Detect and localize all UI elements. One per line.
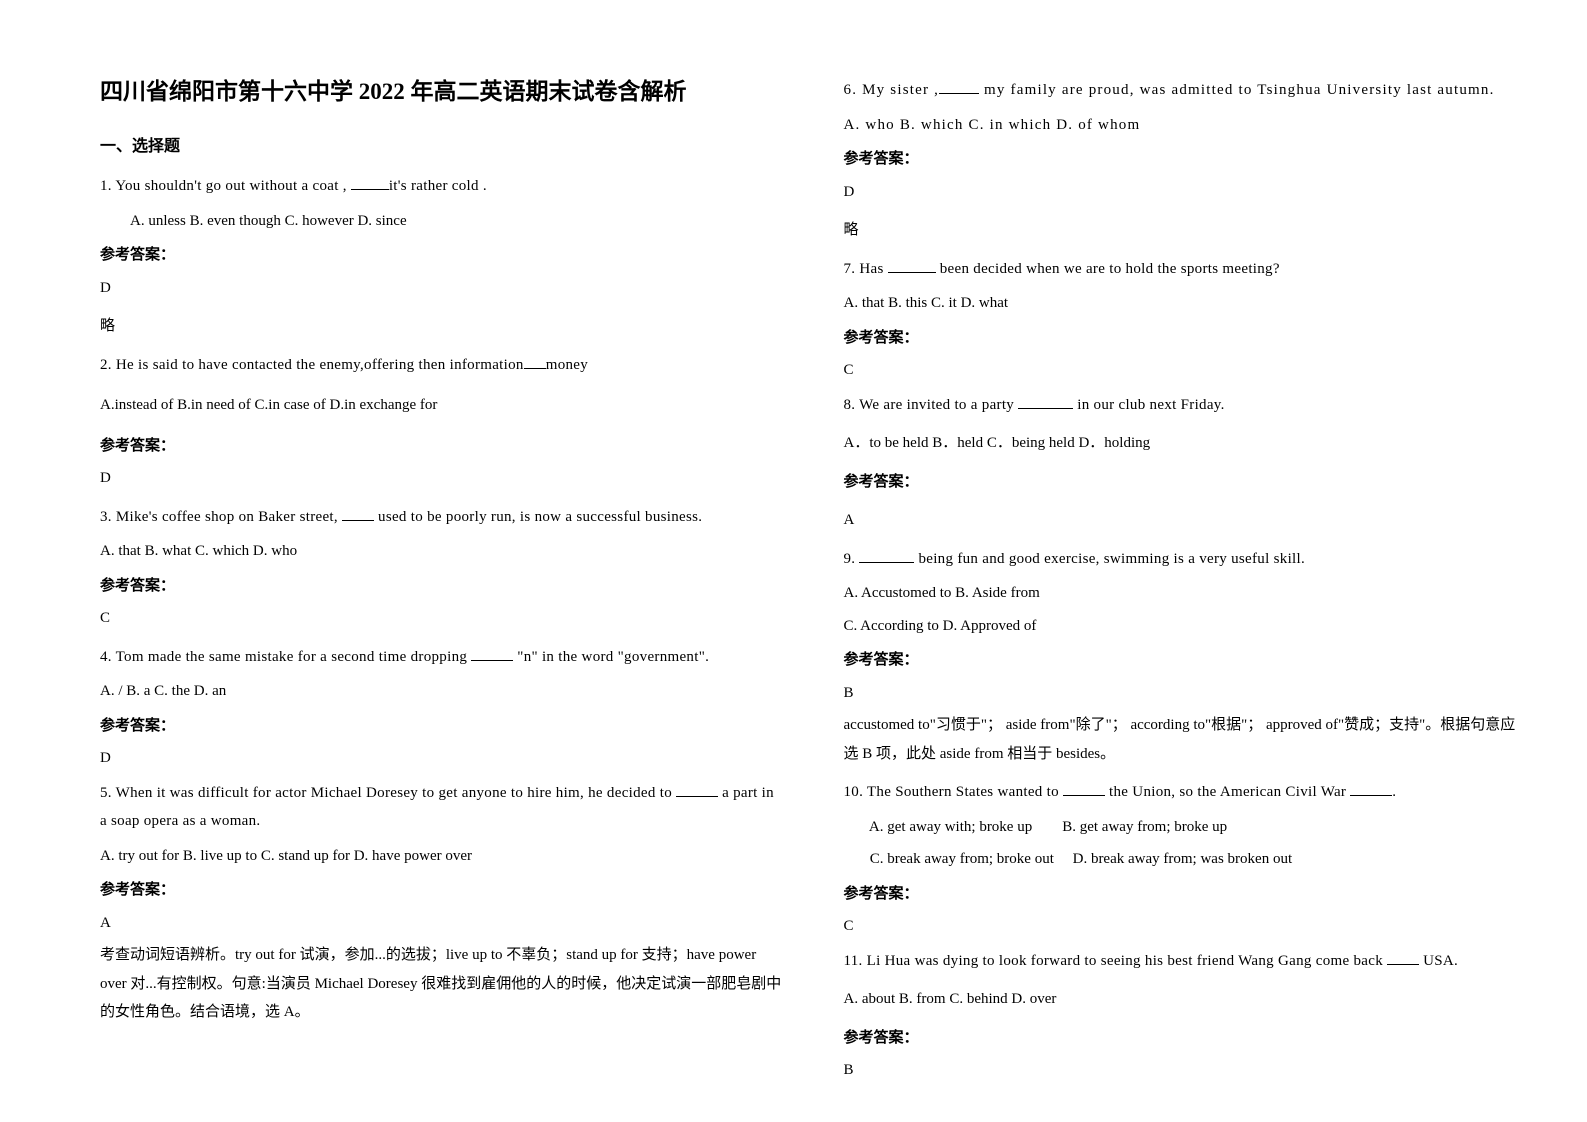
question-5: 5. When it was difficult for actor Micha… <box>100 779 784 836</box>
answer-label: 参考答案： <box>844 145 1528 174</box>
question-7: 7. Has been decided when we are to hold … <box>844 255 1528 284</box>
question-6: 6. My sister , my family are proud, was … <box>844 76 1528 105</box>
q4-answer: D <box>100 744 784 773</box>
q11-stem-a: 11. Li Hua was dying to look forward to … <box>844 953 1388 969</box>
q1-omit: 略 <box>100 312 784 341</box>
answer-label: 参考答案： <box>844 880 1528 909</box>
q6-options: A. who B. which C. in which D. of whom <box>844 111 1528 140</box>
q9-options-b: C. According to D. Approved of <box>844 612 1528 641</box>
left-column: 四川省绵阳市第十六中学 2022 年高二英语期末试卷含解析 一、选择题 1. Y… <box>100 70 814 1082</box>
q9-stem-b: being fun and good exercise, swimming is… <box>914 551 1305 567</box>
answer-label: 参考答案： <box>100 712 784 741</box>
q3-answer: C <box>100 604 784 633</box>
q3-options: A. that B. what C. which D. who <box>100 537 784 566</box>
q7-stem-b: been decided when we are to hold the spo… <box>936 261 1280 277</box>
question-8: 8. We are invited to a party in our club… <box>844 391 1528 420</box>
answer-label: 参考答案： <box>844 324 1528 353</box>
answer-label: 参考答案： <box>100 432 784 461</box>
q1-options: A. unless B. even though C. however D. s… <box>130 207 784 236</box>
q6-answer: D <box>844 178 1528 207</box>
q5-stem-a: 5. When it was difficult for actor Micha… <box>100 785 676 801</box>
q9-answer: B <box>844 679 1528 708</box>
q10-options-a: A. get away with; broke up B. get away f… <box>844 813 1528 842</box>
q7-answer: C <box>844 356 1528 385</box>
q10-options-b: C. break away from; broke out D. break a… <box>844 845 1528 874</box>
blank <box>1063 782 1105 797</box>
blank <box>888 258 936 273</box>
blank <box>676 782 718 797</box>
q8-stem-b: in our club next Friday. <box>1073 397 1225 413</box>
q1-answer: D <box>100 274 784 303</box>
q9-stem-a: 9. <box>844 551 860 567</box>
question-11: 11. Li Hua was dying to look forward to … <box>844 947 1528 976</box>
exam-title: 四川省绵阳市第十六中学 2022 年高二英语期末试卷含解析 <box>100 70 784 114</box>
q10-answer: C <box>844 912 1528 941</box>
q9-explanation: accustomed to"习惯于"； aside from"除了"； acco… <box>844 711 1528 768</box>
q11-stem-b: USA. <box>1419 953 1458 969</box>
q2-stem-b: money <box>546 357 588 373</box>
q2-stem-a: 2. He is said to have contacted the enem… <box>100 357 524 373</box>
question-9: 9. being fun and good exercise, swimming… <box>844 545 1528 574</box>
question-1: 1. You shouldn't go out without a coat ,… <box>100 172 784 201</box>
q6-omit: 略 <box>844 216 1528 245</box>
blank <box>524 354 546 369</box>
answer-label: 参考答案： <box>844 468 1528 497</box>
q5-explanation: 考查动词短语辨析。try out for 试演，参加...的选拔；live up… <box>100 941 784 1027</box>
q5-answer: A <box>100 909 784 938</box>
q4-stem-b: "n" in the word "government". <box>513 649 709 665</box>
answer-label: 参考答案： <box>844 1024 1528 1053</box>
blank <box>1387 950 1419 965</box>
q10-stem-c: . <box>1392 784 1396 800</box>
q2-answer: D <box>100 464 784 493</box>
question-3: 3. Mike's coffee shop on Baker street, u… <box>100 503 784 532</box>
answer-label: 参考答案： <box>100 572 784 601</box>
blank <box>859 548 914 563</box>
section-heading: 一、选择题 <box>100 132 784 162</box>
blank <box>1350 782 1392 797</box>
answer-label: 参考答案： <box>844 646 1528 675</box>
q9-options-a: A. Accustomed to B. Aside from <box>844 579 1528 608</box>
q11-options: A. about B. from C. behind D. over <box>844 985 1528 1014</box>
question-10: 10. The Southern States wanted to the Un… <box>844 778 1528 807</box>
q8-options: A．to be held B．held C．being held D．holdi… <box>844 429 1528 458</box>
q5-options: A. try out for B. live up to C. stand up… <box>100 842 784 871</box>
q6-stem-a: 6. My sister , <box>844 82 940 98</box>
question-4: 4. Tom made the same mistake for a secon… <box>100 643 784 672</box>
q1-stem-a: 1. You shouldn't go out without a coat , <box>100 178 351 194</box>
answer-label: 参考答案： <box>100 876 784 905</box>
blank <box>939 80 979 95</box>
q8-answer: A <box>844 506 1528 535</box>
q1-stem-b: it's rather cold . <box>389 178 487 194</box>
q3-stem-b: used to be poorly run, is now a successf… <box>374 509 702 525</box>
answer-label: 参考答案： <box>100 241 784 270</box>
q11-answer: B <box>844 1056 1528 1085</box>
q10-stem-a: 10. The Southern States wanted to <box>844 784 1063 800</box>
q4-stem-a: 4. Tom made the same mistake for a secon… <box>100 649 471 665</box>
q10-stem-b: the Union, so the American Civil War <box>1105 784 1350 800</box>
q4-options: A. / B. a C. the D. an <box>100 677 784 706</box>
q3-stem-a: 3. Mike's coffee shop on Baker street, <box>100 509 342 525</box>
right-column: 6. My sister , my family are proud, was … <box>814 70 1528 1082</box>
q2-options: A.instead of B.in need of C.in case of D… <box>100 391 784 420</box>
blank <box>1018 394 1073 409</box>
q6-stem-b: my family are proud, was admitted to Tsi… <box>979 82 1495 98</box>
q8-stem-a: 8. We are invited to a party <box>844 397 1019 413</box>
blank <box>351 176 389 191</box>
question-2: 2. He is said to have contacted the enem… <box>100 351 784 380</box>
q7-options: A. that B. this C. it D. what <box>844 289 1528 318</box>
q7-stem-a: 7. Has <box>844 261 888 277</box>
blank <box>342 506 374 521</box>
page: 四川省绵阳市第十六中学 2022 年高二英语期末试卷含解析 一、选择题 1. Y… <box>0 0 1587 1122</box>
blank <box>471 646 513 661</box>
